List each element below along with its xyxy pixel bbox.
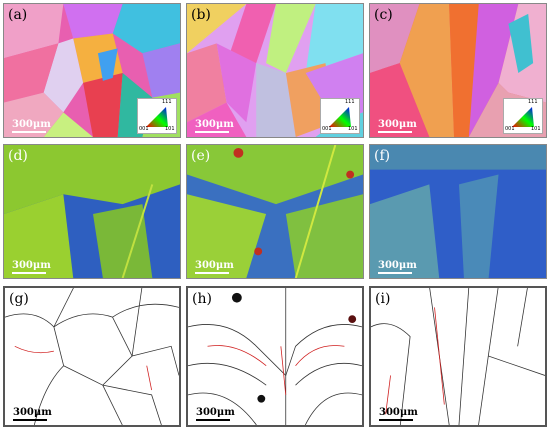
scale-bar-line xyxy=(378,131,412,133)
grain-boundary-map xyxy=(188,288,362,425)
ipf-triangle-icon xyxy=(512,107,534,127)
scale-bar-text: 300μm xyxy=(195,260,234,271)
scale-bar-text: 300μm xyxy=(12,119,51,130)
scale-bar-line xyxy=(378,272,412,274)
scale-bar-text: 300μm xyxy=(378,260,417,271)
scale-bar-line xyxy=(13,419,47,421)
scale-bar: 300μm xyxy=(196,407,235,421)
ipf-triangle-icon xyxy=(146,107,168,127)
kam-map xyxy=(187,145,363,278)
legend-right-label: 101 xyxy=(531,126,541,132)
scale-bar-line xyxy=(12,272,46,274)
panel-b-ipf-map: (b) 300μm 111 001 101 xyxy=(186,3,364,138)
legend-top-label: 111 xyxy=(528,99,538,105)
ipf-grain-map xyxy=(4,4,180,137)
panel-label: (f) xyxy=(374,148,391,164)
panel-label: (a) xyxy=(8,7,28,23)
scale-bar-line xyxy=(195,131,229,133)
panel-label: (d) xyxy=(8,148,28,164)
scale-bar: 300μm xyxy=(378,119,417,133)
ipf-color-legend: 111 001 101 xyxy=(137,98,177,134)
panel-c-ipf-map: (c) 300μm 111 001 101 xyxy=(369,3,547,138)
legend-right-label: 101 xyxy=(348,126,358,132)
scale-bar-text: 300μm xyxy=(379,407,418,418)
scale-bar: 300μm xyxy=(378,260,417,274)
panel-label: (b) xyxy=(191,7,211,23)
kam-map xyxy=(4,145,180,278)
panel-g-grain-boundary-map: (g) 300μm xyxy=(3,286,181,427)
legend-left-label: 001 xyxy=(139,126,149,132)
scale-bar-line xyxy=(379,419,413,421)
scale-bar-text: 300μm xyxy=(13,407,52,418)
panel-label: (i) xyxy=(375,291,391,307)
panel-i-grain-boundary-map: (i) 300μm xyxy=(369,286,547,427)
scale-bar-line xyxy=(196,419,230,421)
scale-bar: 300μm xyxy=(379,407,418,421)
legend-left-label: 001 xyxy=(505,126,515,132)
panel-e-kam-map: (e) 300μm xyxy=(186,144,364,279)
panel-d-kam-map: (d) 300μm xyxy=(3,144,181,279)
panel-label: (g) xyxy=(9,291,29,307)
scale-bar: 300μm xyxy=(195,260,234,274)
panel-label: (e) xyxy=(191,148,211,164)
scale-bar: 300μm xyxy=(195,119,234,133)
kam-map xyxy=(370,145,546,278)
scale-bar-line xyxy=(12,131,46,133)
ipf-color-legend: 111 001 101 xyxy=(320,98,360,134)
panel-label: (h) xyxy=(192,291,212,307)
panel-a-ipf-map: (a) 300μm 111 001 101 xyxy=(3,3,181,138)
legend-left-label: 001 xyxy=(322,126,332,132)
scale-bar: 300μm xyxy=(12,119,51,133)
panel-h-grain-boundary-map: (h) 300μm xyxy=(186,286,364,427)
scale-bar: 300μm xyxy=(13,407,52,421)
legend-right-label: 101 xyxy=(165,126,175,132)
scale-bar-text: 300μm xyxy=(378,119,417,130)
panel-label: (c) xyxy=(374,7,393,23)
scale-bar-line xyxy=(195,272,229,274)
legend-top-label: 111 xyxy=(162,99,172,105)
scale-bar: 300μm xyxy=(12,260,51,274)
scale-bar-text: 300μm xyxy=(195,119,234,130)
ipf-triangle-icon xyxy=(329,107,351,127)
legend-top-label: 111 xyxy=(345,99,355,105)
grain-boundary-map xyxy=(371,288,545,425)
ipf-color-legend: 111 001 101 xyxy=(503,98,543,134)
grain-boundary-map xyxy=(5,288,179,425)
scale-bar-text: 300μm xyxy=(12,260,51,271)
panel-f-kam-map: (f) 300μm xyxy=(369,144,547,279)
scale-bar-text: 300μm xyxy=(196,407,235,418)
